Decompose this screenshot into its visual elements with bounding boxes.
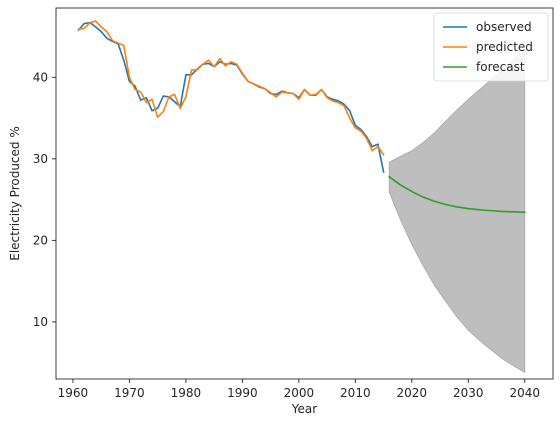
- confidence-band: [388, 48, 526, 374]
- series-layer: [77, 20, 526, 214]
- plot-frame: [55, 7, 554, 380]
- y-tick-label: 30: [33, 152, 48, 166]
- legend-label-forecast: forecast: [476, 60, 525, 74]
- x-tick-label: 1960: [58, 386, 89, 400]
- y-tick-label: 10: [33, 315, 48, 329]
- x-tick-label: 1970: [114, 386, 145, 400]
- legend-label-observed: observed: [476, 20, 532, 34]
- x-tick-label: 2020: [397, 386, 428, 400]
- y-tick-label: 40: [33, 70, 48, 84]
- series-line-forecast: [388, 175, 526, 214]
- legend: observed predicted forecast: [433, 12, 549, 82]
- y-tick-label: 20: [33, 233, 48, 247]
- series-line-observed: [77, 21, 385, 173]
- confidence-band-layer: [388, 48, 526, 374]
- y-axis-label: Electricity Produced %: [8, 126, 22, 261]
- x-tick-label: 2010: [340, 386, 371, 400]
- x-tick-label: 2030: [453, 386, 484, 400]
- x-tick-label: 1980: [171, 386, 202, 400]
- x-tick-label: 1990: [227, 386, 258, 400]
- x-axis-ticks: 1960 1970 1980 1990 2000 2010 2020 2030 2040: [58, 379, 540, 400]
- series-line-predicted: [77, 20, 385, 156]
- x-tick-label: 2000: [284, 386, 315, 400]
- y-axis-ticks: 10 20 30 40: [33, 70, 56, 329]
- x-axis-label: Year: [291, 402, 317, 416]
- x-tick-label: 2040: [509, 386, 540, 400]
- legend-box: [433, 12, 549, 82]
- legend-label-predicted: predicted: [476, 40, 533, 54]
